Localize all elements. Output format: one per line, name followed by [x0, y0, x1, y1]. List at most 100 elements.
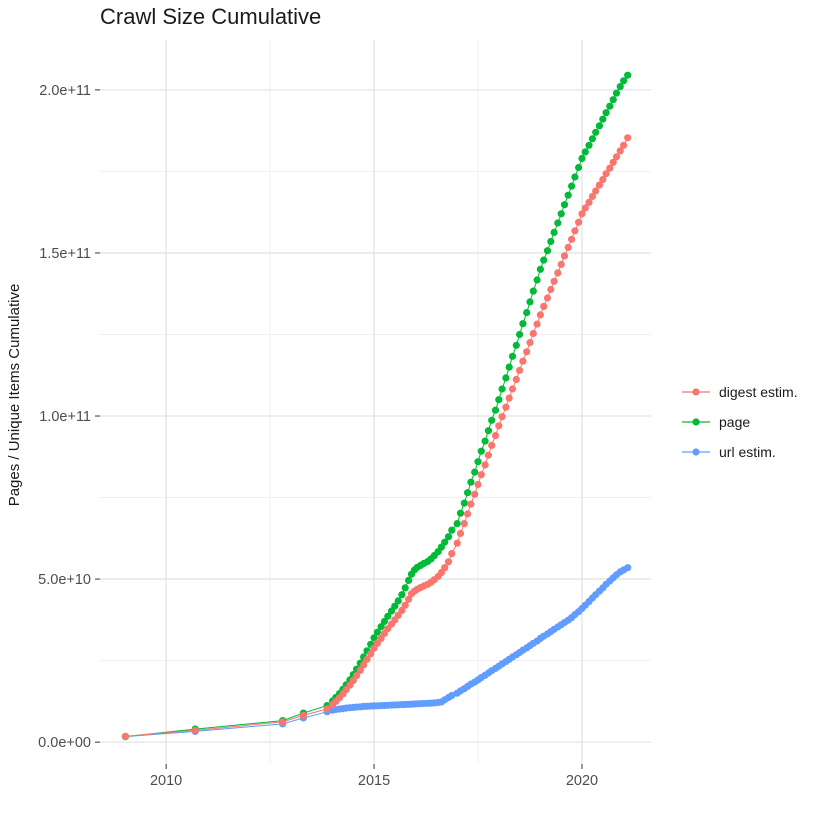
- data-point: [464, 489, 472, 497]
- data-point: [578, 210, 586, 218]
- data-point: [536, 311, 545, 319]
- data-point: [554, 269, 562, 277]
- data-point: [498, 385, 506, 393]
- data-point: [533, 320, 541, 328]
- data-point: [484, 451, 492, 459]
- data-point: [575, 163, 583, 172]
- data-point: [441, 538, 449, 546]
- series-url-estim-: [121, 564, 632, 741]
- data-point: [557, 260, 565, 268]
- data-point: [353, 672, 361, 680]
- data-point: [502, 403, 510, 411]
- y-tick-label: 2.0e+11: [39, 83, 91, 99]
- data-point: [568, 235, 576, 243]
- data-point: [526, 339, 534, 347]
- chart-title: Crawl Size Cumulative: [100, 4, 322, 29]
- data-point: [477, 471, 485, 479]
- legend-label: digest estim.: [719, 384, 798, 400]
- data-point: [323, 705, 331, 713]
- data-point: [373, 628, 381, 636]
- data-point: [448, 550, 456, 558]
- data-point: [606, 102, 614, 110]
- data-point: [453, 539, 461, 547]
- data-point: [356, 666, 364, 675]
- data-point: [540, 302, 548, 310]
- data-point: [533, 276, 541, 284]
- data-point: [592, 128, 600, 136]
- legend-key-icon: [682, 418, 710, 426]
- legend-key-icon: [682, 448, 710, 456]
- data-point: [456, 529, 465, 538]
- data-point: [516, 366, 524, 374]
- data-point: [377, 623, 385, 631]
- data-point: [543, 294, 552, 302]
- series-page: [121, 71, 632, 741]
- data-point: [373, 639, 381, 647]
- data-point: [571, 173, 579, 181]
- data-point: [599, 176, 607, 184]
- data-point: [595, 122, 604, 130]
- data-point: [444, 558, 453, 566]
- data-point: [481, 461, 489, 469]
- data-point: [624, 134, 632, 142]
- y-tick-labels: 0.0e+00 5.0e+10 1.0e+11 1.5e+11 2.0e+11: [38, 83, 91, 751]
- data-point: [464, 510, 472, 518]
- data-point: [529, 287, 537, 295]
- data-point: [508, 385, 517, 393]
- data-point: [367, 650, 375, 658]
- data-point: [529, 329, 537, 338]
- data-point: [405, 595, 413, 603]
- data-point: [588, 192, 597, 201]
- data-point: [488, 441, 496, 449]
- data-point: [398, 606, 406, 615]
- data-point: [575, 218, 583, 226]
- data-point: [456, 509, 465, 517]
- data-point: [612, 153, 621, 161]
- data-point: [505, 363, 513, 371]
- x-tick-labels: 2010 2015 2020: [150, 773, 598, 789]
- data-point: [391, 602, 399, 610]
- data-point: [467, 500, 475, 508]
- data-point: [516, 330, 524, 339]
- data-point: [616, 147, 624, 155]
- data-point: [536, 265, 545, 273]
- data-point: [568, 182, 576, 190]
- data-point: [599, 115, 607, 123]
- data-point: [581, 204, 589, 212]
- data-point: [550, 277, 558, 285]
- data-point: [471, 490, 479, 498]
- data-point: [508, 352, 517, 360]
- data-point: [471, 468, 479, 476]
- data-point: [547, 237, 555, 246]
- y-tick-label: 1.5e+11: [39, 246, 91, 262]
- data-point: [571, 227, 579, 235]
- data-point: [444, 533, 453, 541]
- data-point: [588, 135, 597, 143]
- data-point: [512, 341, 520, 349]
- data-point: [481, 437, 489, 445]
- data-point: [380, 617, 388, 626]
- data-point: [592, 187, 600, 195]
- data-point: [550, 228, 558, 236]
- data-point: [616, 83, 624, 91]
- data-point: [467, 478, 475, 486]
- x-tick-label: 2015: [358, 773, 390, 789]
- data-point: [474, 480, 482, 489]
- data-point: [602, 109, 610, 117]
- axis-ticks: [95, 89, 583, 769]
- data-point: [543, 247, 552, 255]
- data-point: [523, 309, 531, 317]
- data-point: [384, 612, 392, 620]
- data-point: [595, 181, 604, 189]
- data-point: [488, 416, 496, 424]
- data-point: [620, 141, 628, 149]
- data-point: [557, 210, 565, 218]
- data-point: [448, 526, 456, 534]
- data-point: [624, 564, 632, 572]
- data-point: [495, 422, 503, 430]
- data-point: [609, 158, 617, 166]
- data-point: [394, 611, 402, 619]
- data-point: [512, 375, 520, 384]
- data-point: [279, 718, 287, 726]
